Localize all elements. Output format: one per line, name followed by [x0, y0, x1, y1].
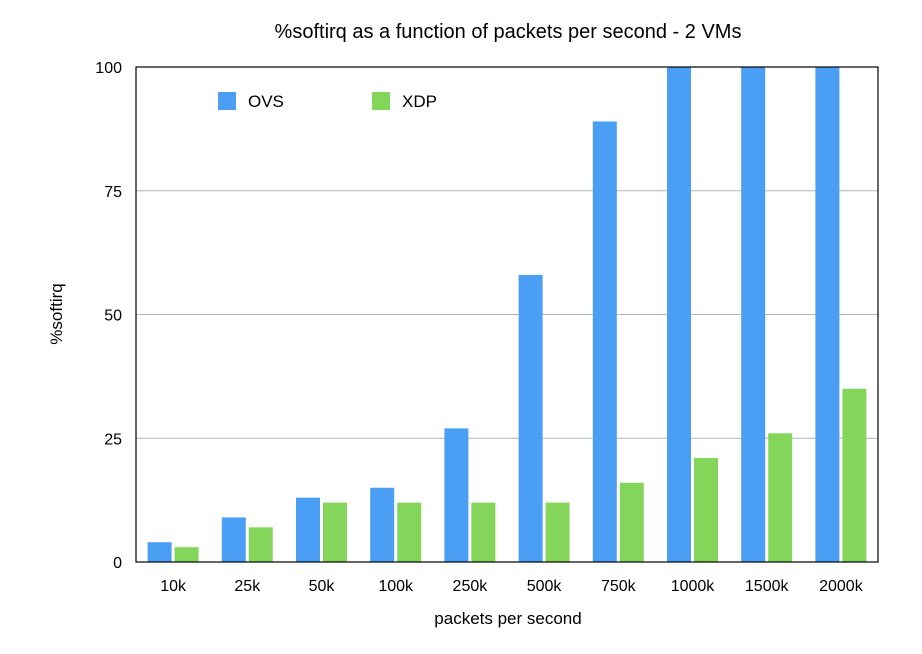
- bar-xdp-50k: [323, 502, 347, 562]
- x-tick-label: 1500k: [745, 578, 790, 595]
- bars: [147, 67, 867, 562]
- y-axis-ticks: 0 25 50 75 100: [95, 60, 122, 572]
- x-tick-label: 500k: [527, 578, 563, 595]
- legend-label-xdp: XDP: [402, 92, 437, 111]
- x-tick-label: 50k: [309, 578, 336, 595]
- legend-label-ovs: OVS: [248, 92, 284, 111]
- legend-swatch-ovs: [218, 92, 236, 110]
- x-tick-label: 250k: [453, 578, 489, 595]
- x-axis-ticks: 10k 25k 50k 100k 250k 500k 750k 1000k 1500k 2000k: [160, 578, 863, 595]
- x-tick-label: 25k: [234, 578, 261, 595]
- bar-xdp-100k: [397, 502, 422, 562]
- legend: OVS XDP: [218, 92, 437, 111]
- bar-xdp-2000k: [842, 388, 867, 562]
- bar-ovs-10k: [147, 542, 172, 562]
- bar-xdp-1500k: [768, 433, 793, 562]
- bar-ovs-1000k: [667, 67, 691, 562]
- y-tick-label: 100: [95, 60, 122, 77]
- x-tick-label: 1000k: [671, 578, 716, 595]
- bar-ovs-1500k: [741, 67, 766, 562]
- chart-title: %softirq as a function of packets per se…: [275, 21, 742, 43]
- bar-ovs-25k: [221, 517, 246, 562]
- legend-swatch-xdp: [372, 92, 390, 110]
- y-tick-label: 50: [104, 308, 122, 325]
- x-tick-label: 100k: [378, 578, 414, 595]
- bar-xdp-25k: [248, 527, 273, 562]
- plot-area-frame: [135, 66, 879, 563]
- x-tick-label: 2000k: [819, 578, 864, 595]
- bar-xdp-250k: [471, 502, 496, 562]
- gridlines: [136, 190, 878, 439]
- x-tick-label: 750k: [601, 578, 637, 595]
- bar-xdp-500k: [545, 502, 570, 562]
- bar-ovs-250k: [444, 428, 469, 562]
- y-tick-label: 75: [104, 184, 122, 201]
- y-tick-label: 25: [104, 431, 122, 448]
- y-tick-label: 0: [113, 555, 122, 572]
- bar-xdp-1000k: [694, 458, 718, 562]
- x-axis-label: packets per second: [434, 609, 581, 628]
- bar-xdp-10k: [174, 547, 199, 562]
- bar-ovs-500k: [518, 274, 543, 562]
- x-tick-label: 10k: [160, 578, 187, 595]
- bar-ovs-50k: [296, 497, 320, 562]
- bar-ovs-100k: [370, 487, 395, 562]
- y-axis-label: %softirq: [47, 283, 66, 344]
- bar-ovs-750k: [592, 121, 617, 562]
- bar-ovs-2000k: [815, 67, 840, 562]
- bar-xdp-750k: [619, 482, 644, 562]
